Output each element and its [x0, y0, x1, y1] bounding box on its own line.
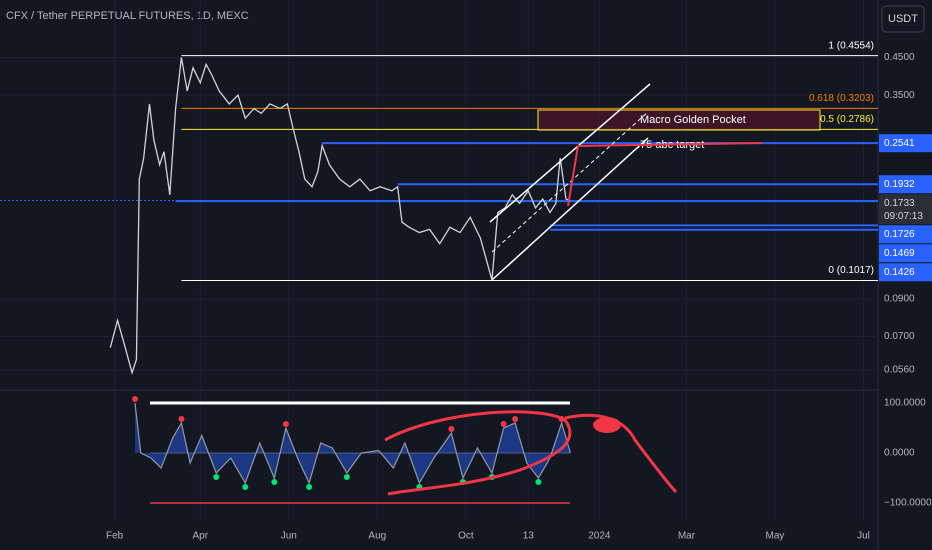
- osc-signal: [306, 484, 313, 490]
- y-tick-label: 0.0900: [884, 293, 915, 304]
- osc-tick-label: 0.0000: [884, 448, 915, 459]
- osc-signal: [242, 484, 249, 490]
- osc-signal: [282, 421, 289, 427]
- red-dot: [593, 417, 621, 433]
- annotation: Macro Golden Pocket: [640, 114, 746, 126]
- x-tick-label: Aug: [368, 531, 386, 542]
- channel-top: [489, 83, 651, 223]
- y-tick-label: 0.0560: [884, 365, 915, 376]
- price-tag: [879, 134, 932, 153]
- currency[interactable]: USDT: [888, 13, 918, 25]
- osc-signal: [535, 479, 542, 485]
- price-tag-label: 0.1469: [884, 248, 915, 259]
- price-tag: [879, 175, 932, 194]
- x-tick-label: 2024: [588, 531, 611, 542]
- price-tag: [879, 225, 932, 244]
- price-tag: [879, 263, 932, 282]
- channel-bottom: [491, 137, 649, 281]
- osc-line: [134, 402, 571, 485]
- osc-signal: [512, 416, 519, 422]
- osc-signal: [448, 426, 455, 432]
- red-path: [567, 142, 763, 207]
- x-tick-label: Apr: [192, 531, 208, 542]
- osc-signal: [343, 474, 350, 480]
- currency-button[interactable]: [881, 5, 925, 33]
- x-tick-label: Jul: [857, 531, 870, 542]
- y-tick-label: 0.4500: [884, 52, 915, 63]
- price-line-series: [109, 57, 571, 375]
- price-tag-label: 0.2541: [884, 138, 915, 149]
- price-tag: [879, 244, 932, 263]
- chart-title: CFX / Tether PERPETUAL FUTURES, 1D, MEXC: [6, 10, 249, 22]
- osc-signal: [178, 416, 185, 422]
- x-tick-label: Mar: [678, 531, 696, 542]
- x-tick-label: Feb: [106, 531, 124, 542]
- y-tick-label: 0.0700: [884, 331, 915, 342]
- fib-label: 1 (0.4554): [828, 40, 874, 51]
- x-tick-label: Oct: [458, 531, 474, 542]
- osc-signal: [131, 396, 138, 402]
- red-ellipse: [384, 410, 572, 496]
- golden-pocket-box: [537, 109, 821, 131]
- price-tag-label: 0.1932: [884, 179, 915, 190]
- x-tick-label: 13: [523, 531, 535, 542]
- price-tag-label: 0.1426: [884, 267, 915, 278]
- price-tag-label: 0.1733: [884, 198, 915, 209]
- fib-label: 0.5 (0.2786): [820, 114, 874, 125]
- osc-tick-label: 100.0000: [884, 398, 926, 409]
- fib-label: 0.618 (0.3203): [809, 93, 874, 104]
- fib-label: 0 (0.1017): [828, 265, 874, 276]
- price-tag: [879, 194, 932, 225]
- x-tick-label: May: [766, 531, 785, 542]
- osc-tick-label: −100.0000: [884, 498, 932, 509]
- marks: 1 (0.4554) 0.618 (0.3203) 0.5 (0.2786) 0 (0…: [0, 0, 878, 520]
- red-projection: [564, 413, 678, 494]
- y-tick-label: 0.3500: [884, 90, 915, 101]
- price-tag-label: 0.1726: [884, 229, 915, 240]
- osc-signal: [213, 474, 220, 480]
- osc-area: [134, 403, 571, 483]
- osc-signal: [500, 421, 507, 427]
- countdown: 09:07:13: [884, 211, 923, 222]
- osc-signal: [271, 479, 278, 485]
- x-tick-label: Jun: [281, 531, 297, 542]
